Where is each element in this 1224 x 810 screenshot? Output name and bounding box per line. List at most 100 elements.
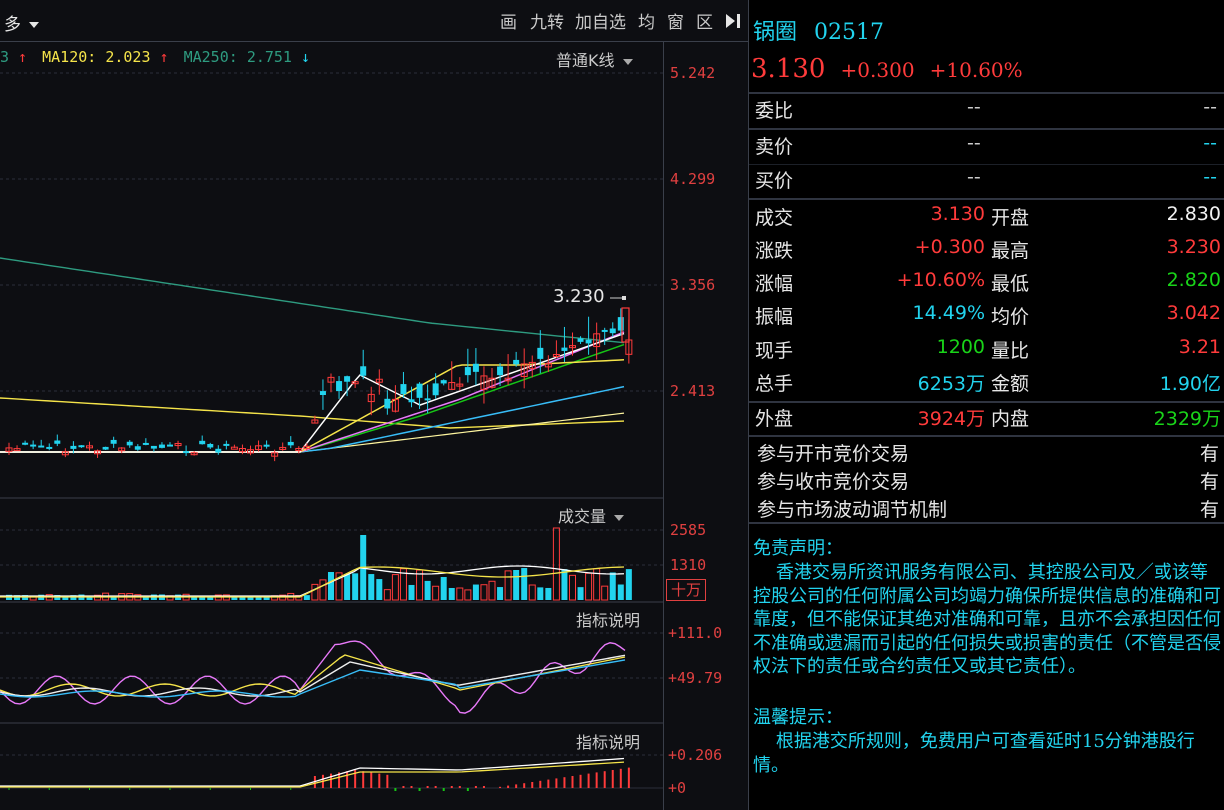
stock-name: 锅圈 — [753, 20, 798, 45]
volume-bar — [335, 572, 343, 601]
volume-pane-title[interactable]: 成交量 — [558, 503, 625, 527]
ma-line — [0, 332, 625, 453]
draw-tool-button[interactable]: 画 — [500, 13, 517, 33]
candle-body — [303, 445, 311, 450]
candle-body — [86, 445, 93, 449]
candle-body — [327, 376, 335, 383]
candle-body — [230, 446, 238, 450]
kline-chart-panel[interactable]: 多 画 九转 加自选 均 窗 区 3 ↑ MA120: 2.023 ↑ MA25… — [0, 0, 748, 810]
candle-body — [609, 328, 616, 334]
volume-bar — [456, 587, 464, 601]
candle-body — [94, 450, 102, 455]
ma-line — [0, 257, 625, 344]
candle-body — [488, 377, 496, 388]
volume-bar — [464, 589, 472, 601]
candle-body — [520, 363, 528, 377]
candle-body — [528, 361, 536, 370]
quote-row: 现手 1200 量比 3.21 — [749, 336, 1224, 368]
period-dropdown-label: 多 — [4, 15, 21, 35]
volume-bar — [488, 580, 496, 601]
volume-bar — [472, 584, 479, 600]
quote-label: 均价 — [991, 306, 1030, 328]
candle-body — [61, 451, 69, 456]
indicator-help-link[interactable]: 指标说明 — [576, 733, 641, 752]
chart-type-select[interactable]: 普通K线 — [556, 47, 633, 71]
candle-body — [287, 441, 294, 446]
stock-code: 02517 — [814, 20, 885, 45]
disclaimer-title: 免责声明： — [753, 538, 843, 559]
volume-axis-label: 2585 — [670, 521, 707, 539]
quote-value: 3.130 — [930, 203, 985, 225]
volume-bar — [561, 569, 568, 600]
candle-body — [22, 442, 29, 445]
nine-turn-button[interactable]: 九转 — [530, 13, 564, 33]
quote-value: 2.820 — [1166, 269, 1221, 291]
ma250-value: 2.751 — [246, 48, 292, 66]
volume-bar — [391, 574, 399, 601]
buy-price-row: 买价 -- -- — [755, 166, 1217, 192]
quote-label: 涨跌 — [755, 240, 794, 262]
candle-body — [207, 443, 214, 448]
volume-bar — [440, 577, 447, 600]
quote-row: 成交 3.130 开盘 2.830 — [749, 203, 1224, 235]
volume-bar — [263, 596, 270, 600]
candle-body — [384, 398, 391, 409]
candle-body — [601, 329, 608, 332]
indicator-axis-label: +0.206 — [668, 746, 723, 764]
indicator-line — [0, 659, 626, 698]
candle-body — [167, 444, 173, 447]
volume-bar — [231, 596, 238, 600]
quote-label: 涨幅 — [755, 273, 794, 295]
volume-bar — [585, 572, 593, 601]
period-dropdown[interactable]: 多 — [4, 10, 39, 35]
window-button[interactable]: 窗 — [667, 13, 684, 33]
candle-body — [158, 444, 165, 448]
indicator-line — [0, 640, 626, 714]
candle-body — [126, 441, 133, 446]
price-axis-label: 3.356 — [670, 276, 716, 294]
candle-body — [480, 375, 488, 390]
candle-body — [70, 445, 77, 449]
auction-row-open: 参与开市竞价交易 有 — [757, 443, 1219, 465]
candle-body — [585, 339, 592, 344]
candle-body — [150, 445, 157, 449]
candle-body — [497, 366, 504, 376]
macd-line — [0, 757, 625, 787]
ma250-label: MA250: — [183, 48, 238, 66]
volume-bar — [303, 595, 310, 600]
volume-bar — [199, 596, 206, 600]
volume-bar — [142, 596, 149, 600]
chart-canvas — [0, 72, 663, 791]
collapse-panel-icon[interactable] — [724, 12, 742, 30]
ma120-value: 2.023 — [105, 48, 151, 66]
candle-body — [561, 347, 568, 351]
volume-bar — [344, 573, 351, 600]
volume-bar — [207, 596, 214, 600]
candle-body — [621, 307, 630, 343]
candle-body — [367, 393, 375, 403]
candle-body — [456, 383, 464, 387]
stock-header: 锅圈 02517 — [753, 14, 884, 46]
add-watchlist-button[interactable]: 加自选 — [575, 13, 626, 33]
candle-body — [448, 382, 456, 390]
price-axis-label: 4.299 — [670, 170, 716, 188]
candle-body — [78, 445, 85, 448]
quote-row: 总手 6253万 金额 1.90亿 — [749, 369, 1224, 401]
candle-body — [13, 448, 21, 452]
volume-bar — [62, 596, 69, 600]
volume-bar — [86, 596, 93, 600]
ma-line — [0, 385, 625, 453]
quote-value: 3.042 — [1166, 302, 1221, 324]
candle-body — [295, 447, 303, 451]
range-button[interactable]: 区 — [696, 13, 713, 33]
volume-bar — [617, 584, 624, 600]
auction-row-close: 参与收市竞价交易 有 — [757, 471, 1219, 493]
quote-value: 6253万 — [917, 373, 985, 395]
average-button[interactable]: 均 — [638, 13, 655, 33]
sell-price-row: 卖价 -- -- — [755, 132, 1217, 158]
volume-bar — [513, 570, 520, 600]
candle-body — [336, 381, 343, 392]
indicator-help-link[interactable]: 指标说明 — [576, 611, 641, 630]
quote-value: 1200 — [936, 336, 985, 358]
candle-body — [5, 447, 13, 452]
